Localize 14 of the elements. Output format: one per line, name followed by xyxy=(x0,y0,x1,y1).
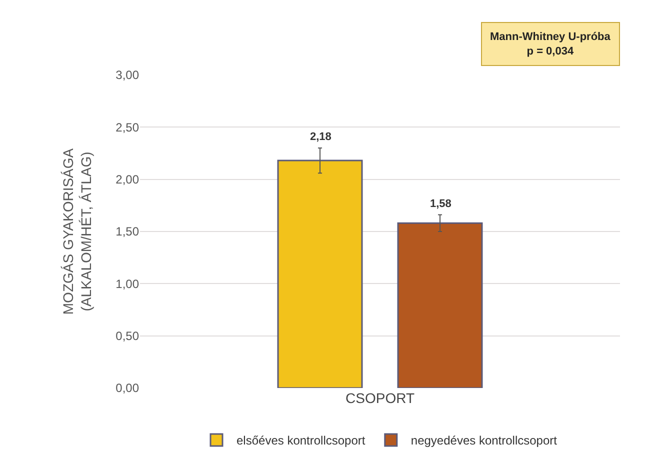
data-label: 1,58 xyxy=(430,198,452,210)
y-tick-label: 0,50 xyxy=(116,329,140,344)
y-axis-title: MOZGÁS GYAKORISÁGA (ALKALOM/HÉT, ÁTLAG) xyxy=(60,148,94,315)
x-tick-label: CSOPORT xyxy=(346,390,415,406)
legend-label: elsőéves kontrollcsoport xyxy=(236,434,366,448)
data-label: 2,18 xyxy=(310,131,332,143)
y-tick-label: 0,00 xyxy=(116,381,140,396)
y-tick-label: 2,50 xyxy=(116,120,140,134)
y-tick-label: 1,00 xyxy=(116,276,140,291)
y-tick-label: 2,00 xyxy=(116,172,140,187)
y-tick-label: 1,50 xyxy=(116,224,140,239)
y-tick-label: 3,00 xyxy=(116,68,140,82)
text: Mann-Whitney U-próba p = 0,034 xyxy=(490,31,612,58)
legend-label: negyedéves kontrollcsoport xyxy=(410,434,558,448)
